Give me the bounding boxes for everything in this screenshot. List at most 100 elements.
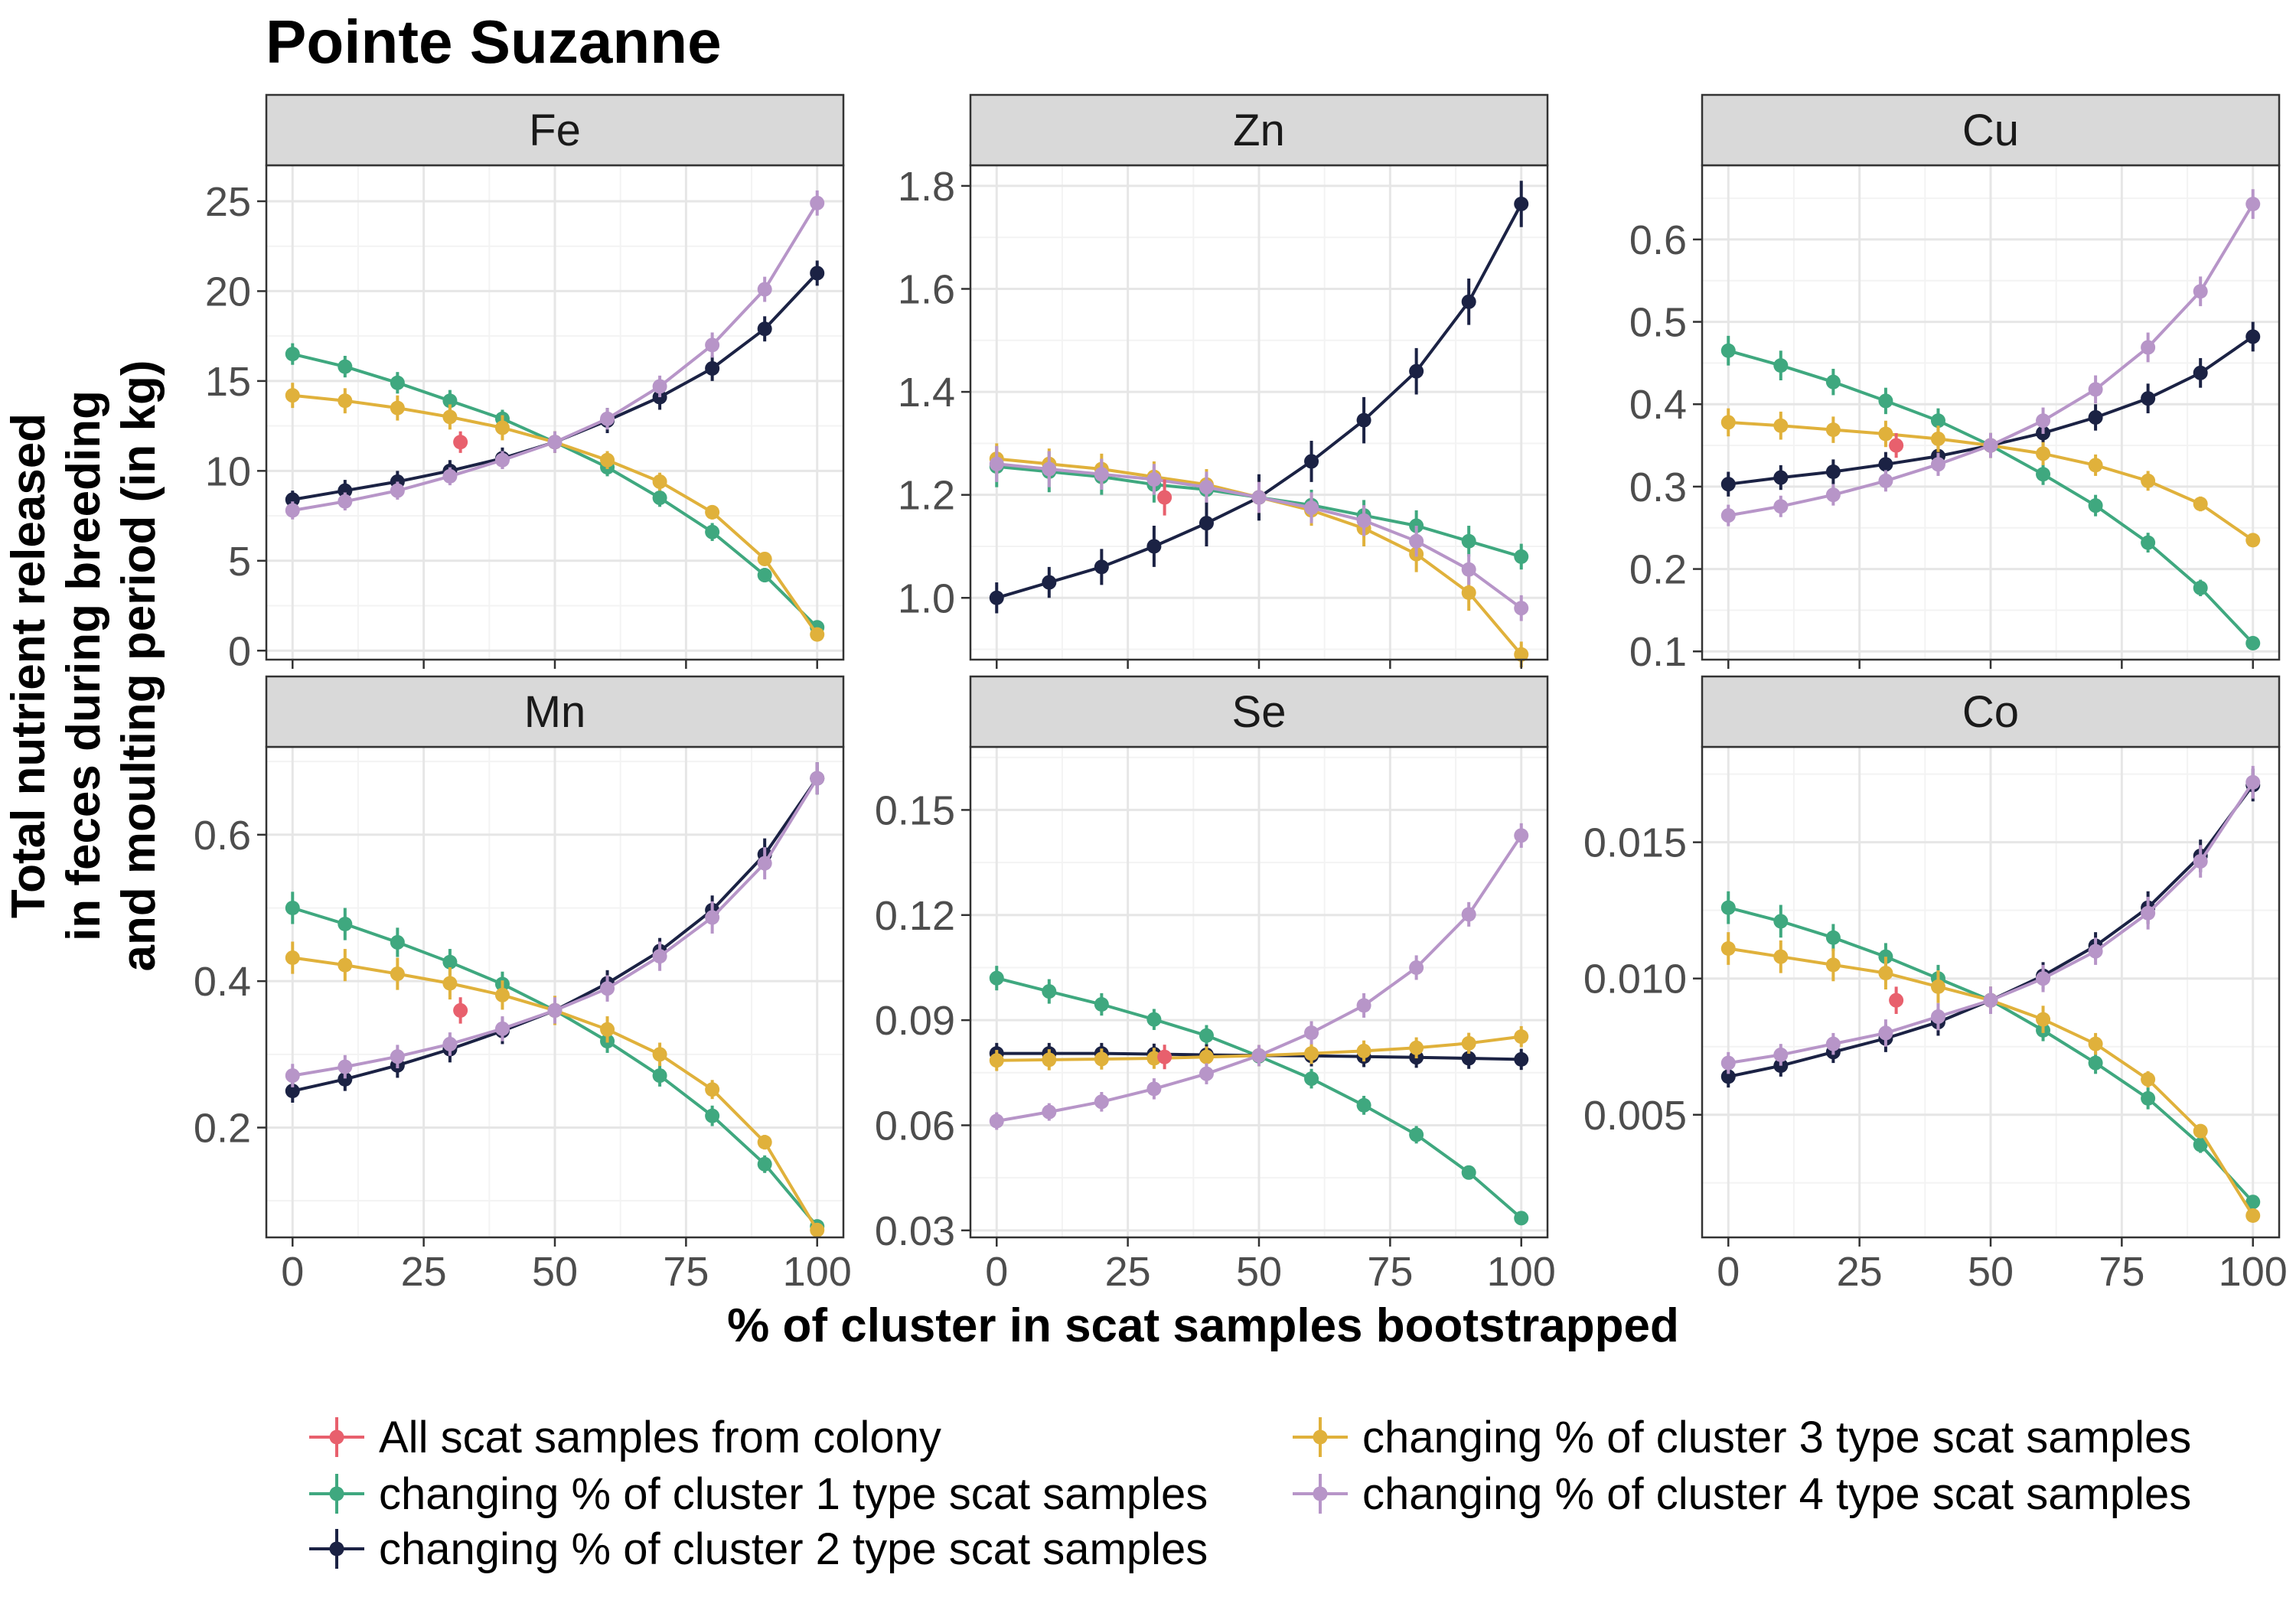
data-point bbox=[1304, 500, 1319, 515]
y-tick-label: 1.6 bbox=[898, 267, 955, 313]
legend-item-3: changing % of cluster 2 type scat sample… bbox=[309, 1524, 1208, 1574]
legend-key-point bbox=[1313, 1486, 1328, 1501]
facet-strip-label: Co bbox=[1962, 687, 2019, 737]
data-point bbox=[1720, 941, 1736, 957]
facet-strip-label: Zn bbox=[1233, 106, 1285, 155]
data-point bbox=[1251, 1048, 1267, 1063]
data-point bbox=[2088, 458, 2103, 473]
y-tick-label: 0.3 bbox=[1629, 464, 1687, 510]
data-point bbox=[600, 411, 615, 426]
data-point bbox=[1304, 1025, 1319, 1041]
data-point bbox=[2141, 1071, 2156, 1087]
data-point bbox=[1251, 490, 1267, 505]
data-point bbox=[1514, 601, 1529, 616]
data-point bbox=[1461, 1035, 1476, 1051]
legend-label: changing % of cluster 4 type scat sample… bbox=[1362, 1469, 2191, 1519]
data-point bbox=[1461, 562, 1476, 577]
x-tick-label: 25 bbox=[401, 1249, 447, 1295]
x-tick-label: 0 bbox=[1717, 1249, 1740, 1295]
facet-strip bbox=[1701, 93, 2281, 167]
data-point bbox=[1930, 1009, 1945, 1025]
data-point bbox=[600, 981, 615, 996]
data-point bbox=[1773, 418, 1789, 433]
x-tick-label: 50 bbox=[1236, 1249, 1282, 1295]
data-point bbox=[2245, 533, 2261, 548]
data-point bbox=[989, 456, 1004, 471]
reference-point bbox=[1157, 1049, 1172, 1064]
data-point bbox=[338, 494, 353, 509]
y-tick-label: 10 bbox=[205, 448, 251, 494]
y-tick-label: 0.010 bbox=[1583, 957, 1687, 1002]
y-tick-label: 25 bbox=[205, 179, 251, 225]
data-point bbox=[1773, 499, 1789, 514]
data-point bbox=[338, 917, 353, 932]
data-point bbox=[338, 957, 353, 973]
data-point bbox=[652, 1068, 667, 1084]
data-point bbox=[547, 1002, 563, 1018]
reference-point bbox=[1889, 438, 1904, 453]
facet-strip bbox=[969, 93, 1549, 167]
data-point bbox=[705, 524, 720, 539]
data-point bbox=[494, 420, 510, 435]
data-point bbox=[1199, 1049, 1214, 1064]
data-point bbox=[2088, 498, 2103, 513]
data-point bbox=[2088, 944, 2103, 959]
legend-key-point bbox=[329, 1429, 344, 1445]
y-axis-title-text: Total nutrient releasedin feces during b… bbox=[2, 360, 165, 971]
data-point bbox=[705, 337, 720, 353]
data-point bbox=[494, 987, 510, 1002]
reference-point bbox=[1157, 490, 1172, 505]
y-axis-title-line: in feces during breeding bbox=[57, 390, 110, 941]
data-point bbox=[2036, 971, 2051, 986]
data-point bbox=[1878, 393, 1893, 409]
y-tick-label: 0 bbox=[228, 628, 251, 674]
legend-label: changing % of cluster 2 type scat sample… bbox=[379, 1524, 1208, 1574]
data-point bbox=[494, 452, 510, 468]
data-point bbox=[1042, 1104, 1057, 1120]
reference-point bbox=[1889, 993, 1904, 1008]
data-point bbox=[1773, 914, 1789, 929]
facet-panel-cu: Cu 0.1 0.2 0.3 0.4 0.5 0.6 bbox=[1629, 93, 2281, 675]
data-point bbox=[600, 1022, 615, 1037]
data-point bbox=[1514, 828, 1529, 843]
data-point bbox=[1930, 431, 1945, 446]
data-point bbox=[600, 452, 615, 468]
data-point bbox=[442, 409, 458, 425]
data-point bbox=[1773, 358, 1789, 373]
data-point bbox=[1409, 1127, 1424, 1143]
data-point bbox=[390, 400, 405, 416]
data-point bbox=[652, 949, 667, 964]
y-tick-label: 0.015 bbox=[1583, 820, 1687, 866]
data-point bbox=[1720, 477, 1736, 492]
data-point bbox=[1356, 412, 1371, 428]
data-point bbox=[1720, 900, 1736, 915]
data-point bbox=[705, 504, 720, 520]
data-point bbox=[1042, 461, 1057, 477]
data-point bbox=[1930, 979, 1945, 994]
data-point bbox=[989, 1053, 1004, 1068]
data-point bbox=[285, 492, 300, 507]
data-point bbox=[810, 1222, 825, 1237]
data-point bbox=[1461, 294, 1476, 309]
x-tick-label: 100 bbox=[783, 1249, 852, 1295]
data-point bbox=[1825, 487, 1841, 503]
data-point bbox=[338, 1071, 353, 1087]
y-tick-label: 0.6 bbox=[194, 813, 251, 859]
data-point bbox=[2245, 774, 2261, 790]
y-tick-label: 0.4 bbox=[1629, 382, 1687, 428]
data-point bbox=[1514, 1211, 1529, 1226]
data-point bbox=[1042, 575, 1057, 590]
y-tick-label: 1.8 bbox=[898, 164, 955, 210]
data-point bbox=[1304, 454, 1319, 469]
data-point bbox=[1094, 559, 1109, 575]
data-point bbox=[1356, 998, 1371, 1013]
data-point bbox=[390, 375, 405, 390]
data-point bbox=[338, 393, 353, 409]
facet-strip-label: Cu bbox=[1962, 106, 2019, 155]
reference-point bbox=[453, 435, 468, 450]
data-point bbox=[285, 1068, 300, 1084]
legend-key-point bbox=[1313, 1429, 1328, 1445]
data-point bbox=[1199, 480, 1214, 495]
data-point bbox=[1461, 1165, 1476, 1180]
